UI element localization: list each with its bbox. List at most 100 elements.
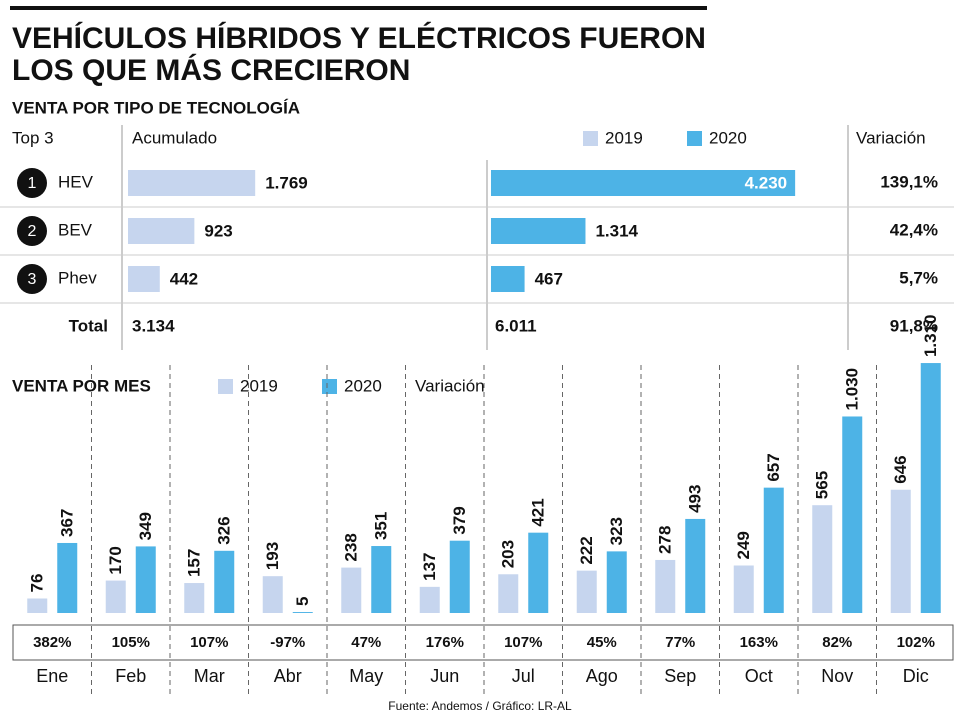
total-label: Total xyxy=(69,316,108,335)
source: Fuente: Andemos / Gráfico: LR-AL xyxy=(388,699,572,713)
bar xyxy=(105,580,126,613)
value-label: 421 xyxy=(529,498,548,526)
bar xyxy=(135,546,156,613)
bar xyxy=(890,489,911,613)
bar xyxy=(528,532,549,613)
value-label: 367 xyxy=(58,509,77,537)
bar xyxy=(341,567,362,613)
variation: 107% xyxy=(190,634,228,651)
value-label: 1.314 xyxy=(595,221,638,240)
variation: 5,7% xyxy=(899,268,938,287)
rank-badge xyxy=(17,216,47,246)
legend-swatch xyxy=(322,379,337,394)
value-label: 249 xyxy=(734,531,753,559)
bar xyxy=(576,570,597,613)
value-label: 923 xyxy=(204,221,232,240)
bar xyxy=(128,266,160,292)
column-header: Acumulado xyxy=(132,128,217,147)
variation: -97% xyxy=(270,634,305,651)
value-label: 238 xyxy=(342,533,361,561)
bar xyxy=(419,586,440,613)
value-label: 657 xyxy=(764,453,783,481)
bar xyxy=(763,487,784,613)
variation: 77% xyxy=(665,634,695,651)
variation: 139,1% xyxy=(880,172,938,191)
x-tick-label: Ene xyxy=(36,666,68,686)
value-label: 493 xyxy=(686,485,705,513)
value-label: 326 xyxy=(215,516,234,544)
column-header: Variación xyxy=(856,128,926,147)
value-label: 467 xyxy=(535,269,563,288)
value-label: 170 xyxy=(106,546,125,574)
bar xyxy=(733,565,754,613)
x-tick-label: Abr xyxy=(274,666,302,686)
section-title: VENTA POR MES xyxy=(12,376,151,395)
legend-label: 2020 xyxy=(709,128,747,147)
value-label: 351 xyxy=(372,512,391,540)
bar xyxy=(184,583,205,613)
value-label: 4.230 xyxy=(745,173,788,192)
bar xyxy=(27,598,48,613)
total-value: 6.011 xyxy=(495,316,537,335)
category: BEV xyxy=(58,220,93,239)
x-tick-label: Sep xyxy=(664,666,696,686)
variation-box xyxy=(12,624,954,661)
x-tick-label: Nov xyxy=(821,666,853,686)
value-label: 565 xyxy=(813,471,832,499)
bar xyxy=(812,505,833,613)
rank: 2 xyxy=(28,223,37,240)
legend-label: 2019 xyxy=(605,128,643,147)
legend-label: 2019 xyxy=(240,376,278,395)
bar xyxy=(371,546,392,613)
value-label: 1.030 xyxy=(843,368,862,411)
x-tick-label: Ago xyxy=(586,666,618,686)
bar xyxy=(842,416,863,613)
category: HEV xyxy=(58,172,94,191)
bar xyxy=(491,170,796,196)
legend-label: Variación xyxy=(415,376,485,395)
bar xyxy=(491,266,525,292)
legend-swatch xyxy=(218,379,233,394)
rank: 3 xyxy=(28,271,37,288)
value-label: 278 xyxy=(656,526,675,554)
variation: 105% xyxy=(112,634,150,651)
rank-badge xyxy=(17,168,47,198)
value-label: 193 xyxy=(263,542,282,570)
value-label: 442 xyxy=(170,269,198,288)
variation: 107% xyxy=(504,634,542,651)
bar xyxy=(920,363,941,613)
value-label: 222 xyxy=(577,536,596,564)
total-value: 3.134 xyxy=(132,316,175,335)
value-label: 137 xyxy=(420,552,439,580)
total-variation: 91,8% xyxy=(890,316,938,335)
value-label: 323 xyxy=(607,517,626,545)
value-label: 646 xyxy=(891,455,910,483)
x-tick-label: Mar xyxy=(194,666,225,686)
bar xyxy=(214,550,235,613)
variation: 42,4% xyxy=(890,220,938,239)
bar xyxy=(128,218,195,244)
rank: 1 xyxy=(28,175,37,192)
title-line: LOS QUE MÁS CRECIERON xyxy=(12,53,410,87)
value-label: 76 xyxy=(28,574,47,593)
variation: 176% xyxy=(426,634,464,651)
x-tick-label: May xyxy=(349,666,383,686)
variation: 382% xyxy=(33,634,71,651)
bar xyxy=(491,218,586,244)
bar xyxy=(449,540,470,613)
bar xyxy=(606,551,627,613)
value-label: 157 xyxy=(185,549,204,577)
bar xyxy=(128,170,256,196)
bar xyxy=(57,542,78,613)
legend-swatch xyxy=(583,131,598,146)
rank-badge xyxy=(17,264,47,294)
variation: 82% xyxy=(822,634,852,651)
top-rule xyxy=(10,6,707,10)
section-title: VENTA POR TIPO DE TECNOLOGÍA xyxy=(12,98,300,117)
category: Phev xyxy=(58,268,97,287)
bar xyxy=(685,518,706,613)
x-tick-label: Jul xyxy=(512,666,535,686)
bar xyxy=(655,559,676,613)
value-label: 1.310 xyxy=(921,315,940,358)
